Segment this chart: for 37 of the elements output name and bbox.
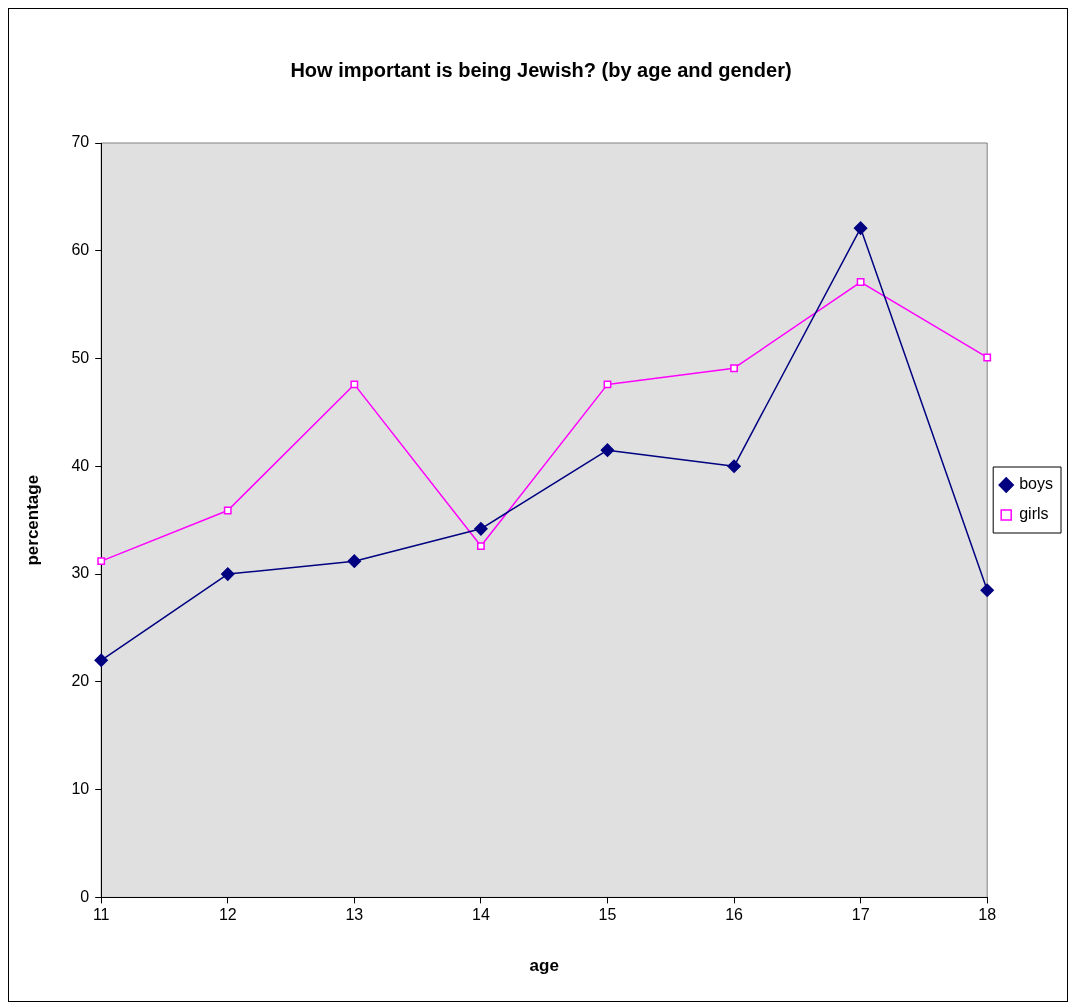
x-tick-label: 15 [598,906,617,924]
point [730,364,738,373]
y-tick-label: 70 [71,133,90,151]
y-tick-label: 30 [71,564,90,582]
point [603,380,612,389]
y-axis-title: percentage [22,474,42,566]
point [97,557,106,566]
y-tick-label: 20 [71,672,90,690]
point [853,221,868,235]
point [94,653,108,668]
y-tick-label: 60 [71,241,90,259]
x-tick-label: 14 [472,906,490,924]
point [727,459,741,474]
chart-title: How important is being Jewish? (by age and gender) [290,58,792,81]
y-tick-label: 10 [71,780,90,798]
y-tick-label: 0 [80,887,90,905]
point [350,380,359,389]
y-tick-label: 40 [71,456,90,474]
point [600,443,615,457]
x-tick-label: 16 [725,906,744,924]
legend-label: boys [1019,475,1053,493]
x-tick-label: 11 [92,906,110,924]
point [980,583,994,597]
point [474,522,488,536]
legend-label: girls [1019,505,1049,523]
point [221,567,235,581]
point [223,506,232,515]
x-tick-label: 13 [345,906,364,924]
point [347,554,362,568]
x-tick-label: 17 [851,906,870,924]
y-tick-label: 50 [71,348,90,366]
x-tick-label: 18 [978,906,997,924]
point [856,278,865,286]
x-tick-label: 12 [218,906,237,924]
point [476,542,485,550]
point [983,353,992,362]
x-axis-title: age [529,956,559,976]
